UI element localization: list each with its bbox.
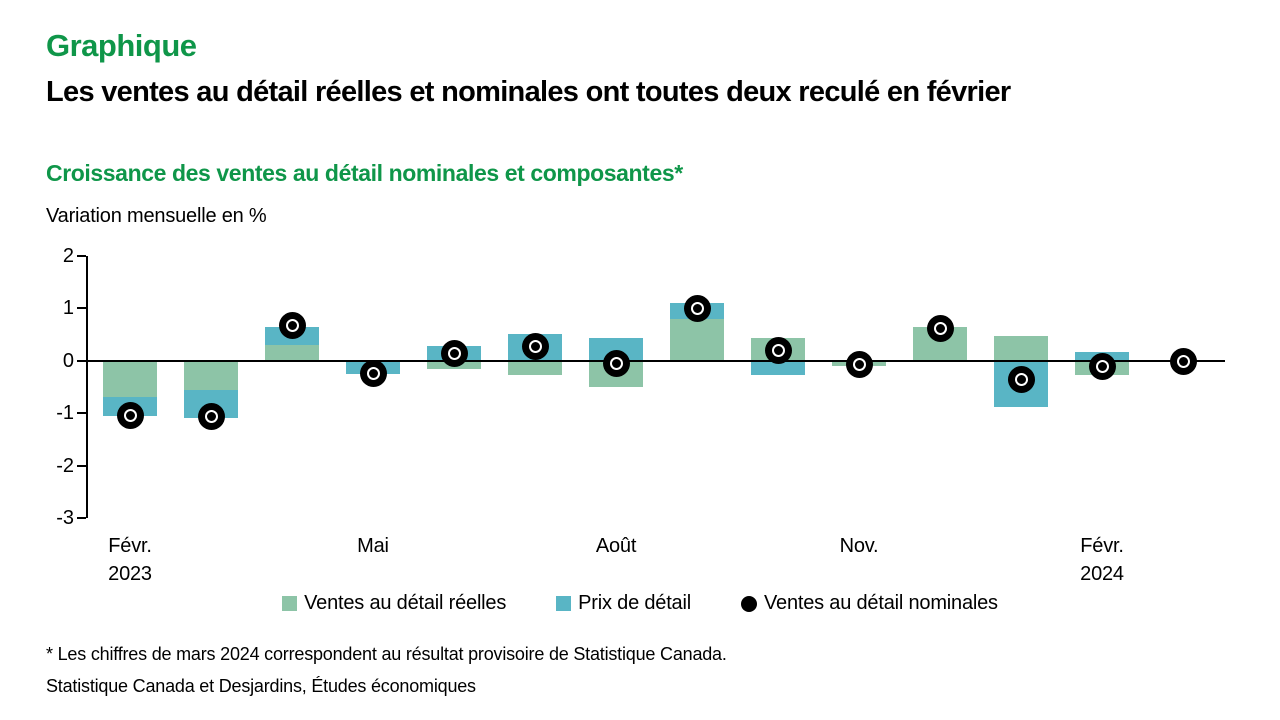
x-tick-label: Août — [595, 535, 637, 557]
page-title: Les ventes au détail réelles et nominale… — [46, 76, 1011, 108]
chart-source: Statistique Canada et Desjardins, Études… — [46, 676, 476, 696]
bar-segment — [265, 345, 319, 361]
nominal-dot — [116, 402, 144, 430]
y-tick-label: 0 — [62, 349, 74, 372]
chart-plot-area: 2 1 0 -1 -2 -3 Févr. 2023 Mai Août Nov. Févr. 2024 — [56, 246, 1225, 585]
nominal-dot — [278, 312, 306, 340]
nominal-dot — [359, 360, 387, 388]
bar-segment — [670, 318, 724, 361]
y-tick-label: 1 — [62, 297, 74, 320]
y-tick-label: -2 — [56, 454, 74, 477]
bar-segment — [508, 360, 562, 375]
x-tick-label: Nov. — [839, 535, 879, 557]
nominal-dot — [440, 340, 468, 368]
nominal-dot — [1088, 353, 1116, 381]
legend-item-price: Prix de détail — [556, 592, 691, 615]
nominal-dot-icon — [740, 595, 757, 612]
y-tick-mark — [77, 307, 86, 310]
nominal-dot — [1169, 348, 1197, 376]
bar-segment — [751, 360, 805, 375]
x-tick-label: Mai — [357, 535, 389, 557]
nominal-dot — [845, 351, 873, 379]
x-tick-label: Févr. 2024 — [1080, 535, 1124, 585]
nominal-dot — [683, 294, 711, 322]
legend-item-real: Ventes au détail réelles — [282, 592, 506, 615]
zero-baseline — [86, 359, 1225, 362]
y-tick-mark — [77, 255, 86, 257]
x-tick-label: Févr. 2023 — [108, 535, 152, 585]
nominal-dot — [764, 336, 792, 364]
legend-label-price: Prix de détail — [578, 592, 691, 614]
legend-label-nominal: Ventes au détail nominales — [763, 592, 998, 614]
y-tick-label: -3 — [56, 507, 74, 529]
chart-footnote: * Les chiffres de mars 2024 corresponden… — [46, 644, 727, 664]
y-tick-mark — [77, 412, 86, 415]
nominal-dot — [602, 349, 630, 377]
y-tick-label: 2 — [62, 245, 74, 267]
nominal-dot — [926, 315, 954, 343]
y-tick-label: -1 — [56, 402, 74, 425]
y-axis-line — [86, 256, 88, 518]
y-tick-mark — [77, 464, 86, 467]
bar-segment — [589, 338, 643, 361]
legend-label-real: Ventes au détail réelles — [304, 592, 507, 614]
retail-price-swatch-icon — [556, 596, 572, 611]
bar-segment — [184, 360, 238, 390]
real-sales-swatch-icon — [282, 596, 298, 611]
bar-segment — [103, 360, 157, 398]
nominal-dot — [197, 403, 225, 431]
nominal-dot — [521, 333, 549, 361]
bar-segment — [994, 336, 1048, 361]
report-kicker: Graphique — [46, 28, 197, 63]
chart-title: Croissance des ventes au détail nominale… — [46, 160, 683, 186]
y-tick-mark — [77, 359, 86, 362]
legend-item-nominal: Ventes au détail nominales — [740, 592, 998, 615]
chart-legend: Ventes au détail réelles Prix de détail … — [0, 592, 1280, 615]
chart-units-label: Variation mensuelle en % — [46, 205, 267, 227]
nominal-dot — [1007, 365, 1035, 393]
y-tick-mark — [77, 517, 86, 519]
